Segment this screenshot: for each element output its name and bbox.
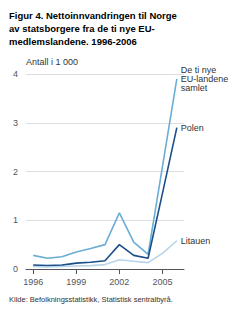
svg-text:1996: 1996	[23, 277, 43, 287]
svg-text:4: 4	[13, 69, 18, 79]
svg-text:1999: 1999	[66, 277, 86, 287]
svg-text:2005: 2005	[152, 277, 172, 287]
svg-text:2002: 2002	[109, 277, 129, 287]
svg-text:2: 2	[13, 167, 18, 177]
svg-text:Antall i 1 000: Antall i 1 000	[26, 57, 78, 67]
svg-text:Polen: Polen	[181, 123, 204, 133]
svg-text:De ti nye: De ti nye	[180, 64, 217, 75]
svg-text:Litauen: Litauen	[181, 236, 211, 246]
svg-text:EU-landene: EU-landene	[180, 73, 229, 84]
svg-text:1: 1	[13, 215, 18, 225]
svg-text:medlemslandene. 1996-2006: medlemslandene. 1996-2006	[9, 36, 137, 47]
svg-text:samlet: samlet	[181, 83, 208, 93]
svg-text:Kilde: Befolkningsstatistikk,: Kilde: Befolkningsstatistikk, Statistisk…	[9, 295, 173, 304]
svg-text:3: 3	[13, 118, 18, 128]
svg-text:av statsborgere fra de ti nye: av statsborgere fra de ti nye EU-	[9, 23, 155, 34]
svg-text:0: 0	[13, 264, 18, 274]
svg-text:Figur 4. Nettoinnvandringen ti: Figur 4. Nettoinnvandringen til Norge	[9, 10, 177, 21]
